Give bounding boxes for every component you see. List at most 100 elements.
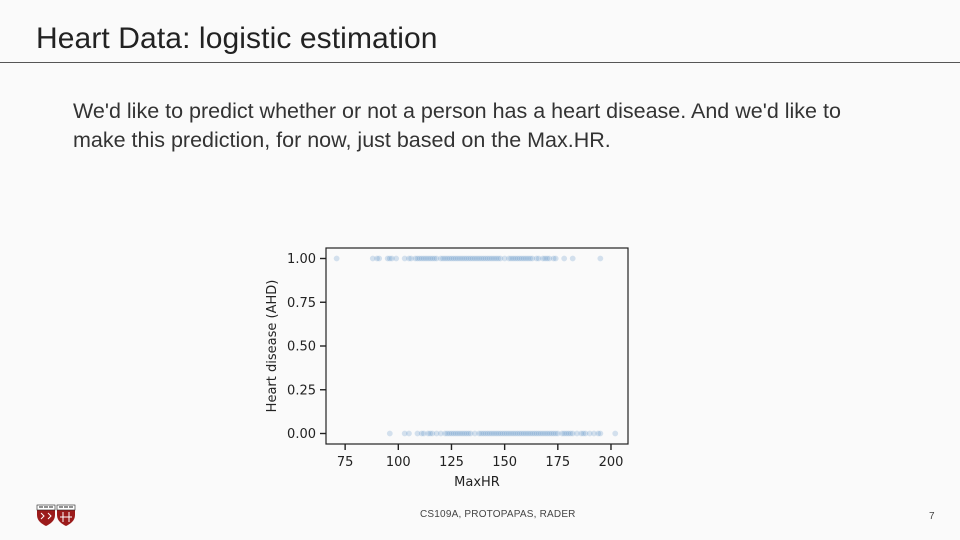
data-point (459, 430, 466, 437)
data-point (454, 430, 461, 437)
data-point (540, 255, 546, 262)
data-point (486, 255, 493, 262)
data-point (531, 430, 538, 437)
data-point (578, 430, 585, 437)
data-point (442, 430, 448, 437)
data-point (516, 430, 523, 437)
data-point (374, 255, 380, 262)
data-point (582, 430, 589, 437)
page-number: 7 (929, 511, 935, 522)
data-point (427, 430, 434, 437)
data-point (525, 430, 531, 437)
data-point (520, 430, 527, 437)
data-point (463, 430, 470, 437)
data-point (597, 255, 604, 262)
data-point (488, 430, 495, 437)
data-point (448, 430, 455, 437)
data-point (471, 430, 478, 437)
data-point (501, 255, 508, 262)
data-point (523, 430, 529, 437)
data-point (414, 430, 421, 437)
data-point (501, 430, 508, 437)
data-point (406, 255, 412, 262)
data-point (567, 430, 574, 437)
data-point (393, 255, 400, 262)
data-point (508, 430, 514, 437)
data-point (574, 430, 580, 437)
data-point (461, 430, 468, 437)
data-point (597, 430, 604, 437)
y-tick-label: 1.00 (287, 252, 316, 267)
data-point (497, 430, 504, 437)
data-point (486, 430, 493, 437)
data-point (544, 255, 551, 262)
data-point (420, 255, 427, 262)
data-point (416, 255, 423, 262)
data-point (546, 255, 553, 262)
data-point (506, 255, 512, 262)
data-point (437, 255, 444, 262)
data-point (523, 255, 529, 262)
x-tick-label: 125 (439, 455, 464, 470)
data-point (480, 255, 487, 262)
data-point (580, 430, 587, 437)
data-point (508, 255, 514, 262)
data-point (459, 255, 466, 262)
data-point (569, 255, 576, 262)
chart-svg: 0.00 0.25 0.50 0.75 1.00 75 100 125 150 175 200 M… (265, 247, 629, 490)
data-point (427, 255, 434, 262)
scatter-chart: 0.00 0.25 0.50 0.75 1.00 75 100 125 150 175 200 M… (258, 240, 638, 498)
data-point (454, 255, 461, 262)
chart-points (333, 255, 619, 437)
data-point (401, 430, 408, 437)
data-point (544, 430, 551, 437)
data-point (586, 430, 593, 437)
data-point (482, 255, 489, 262)
y-tick-label: 0.50 (287, 340, 316, 355)
data-point (408, 255, 414, 262)
data-point (418, 430, 425, 437)
data-point (476, 255, 483, 262)
data-point (440, 255, 446, 262)
data-point (452, 430, 459, 437)
data-point (467, 255, 474, 262)
data-point (552, 255, 559, 262)
x-tick-label: 175 (545, 455, 570, 470)
data-point (482, 430, 489, 437)
data-point (533, 255, 540, 262)
data-point (484, 255, 491, 262)
data-point (420, 430, 427, 437)
data-point (510, 430, 517, 437)
data-point (431, 255, 438, 262)
y-tick-label: 0.75 (287, 296, 316, 311)
data-point (540, 430, 546, 437)
data-point (550, 255, 557, 262)
data-point (514, 430, 521, 437)
data-point (423, 255, 429, 262)
data-point (412, 255, 419, 262)
data-point (591, 430, 597, 437)
data-point (535, 430, 542, 437)
data-point (461, 255, 468, 262)
data-point (535, 255, 542, 262)
data-point (491, 430, 497, 437)
x-axis-label: MaxHR (454, 475, 500, 490)
data-point (491, 255, 497, 262)
data-point (433, 430, 440, 437)
data-point (444, 430, 451, 437)
data-point (527, 255, 534, 262)
data-point (414, 255, 421, 262)
data-point (478, 255, 485, 262)
x-tick-label: 200 (599, 455, 624, 470)
x-axis: 75 100 125 150 175 200 (337, 444, 624, 470)
data-point (446, 255, 453, 262)
data-point (333, 255, 340, 262)
data-point (406, 430, 412, 437)
data-point (457, 430, 463, 437)
data-point (493, 430, 500, 437)
data-point (559, 430, 565, 437)
data-point (518, 255, 525, 262)
data-point (506, 430, 512, 437)
data-point (542, 255, 548, 262)
data-point (425, 255, 431, 262)
